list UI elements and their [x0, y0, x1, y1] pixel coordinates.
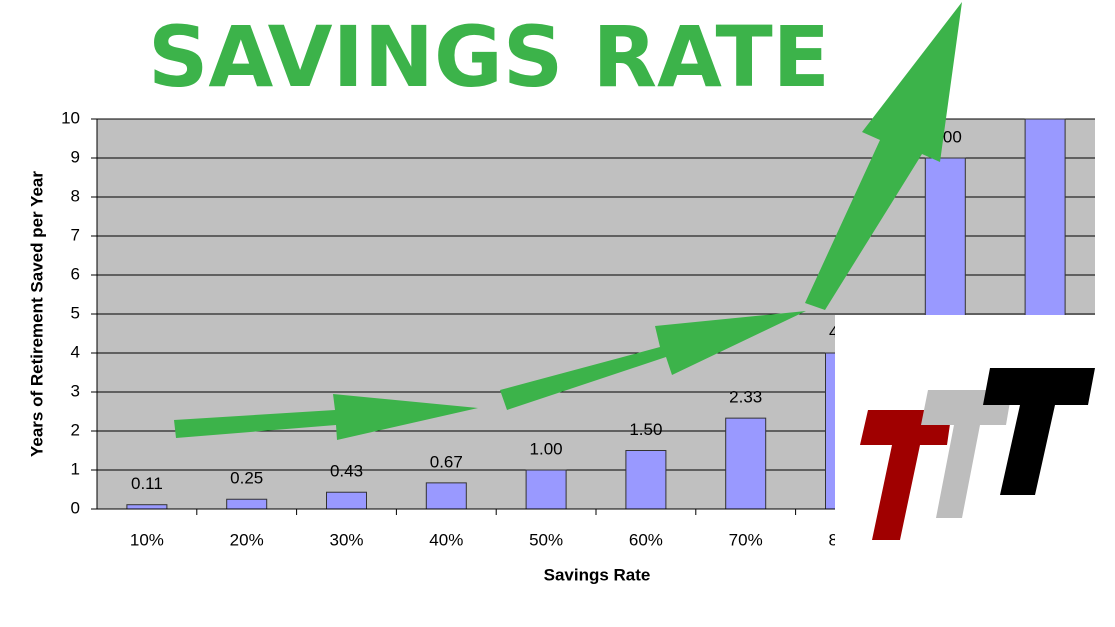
y-tick-label: 4 — [71, 342, 80, 361]
value-label: 0.67 — [430, 452, 463, 471]
y-tick-label: 0 — [71, 498, 80, 517]
y-tick-label: 6 — [71, 264, 80, 283]
bar — [326, 491, 367, 510]
y-tick-label: 9 — [71, 147, 80, 166]
logo-letter — [983, 368, 1095, 495]
y-tick-label: 8 — [71, 186, 80, 205]
y-tick-label: 1 — [71, 459, 80, 478]
x-tick-label: 30% — [329, 530, 363, 549]
y-axis-title: Years of Retirement Saved per Year — [27, 171, 46, 457]
bar — [725, 417, 767, 510]
logo-letter — [921, 390, 1012, 518]
bar — [226, 498, 268, 510]
x-tick-label: 10% — [130, 530, 164, 549]
bar — [425, 482, 467, 510]
chart-title: SAVINGS RATE — [148, 8, 830, 106]
x-tick-label: 50% — [529, 530, 563, 549]
logo-letter — [860, 410, 952, 540]
trend-arrow — [174, 2, 962, 440]
value-label: 1.00 — [530, 439, 563, 458]
x-tick-label: 70% — [729, 530, 763, 549]
bar — [625, 450, 667, 510]
value-label: 2.33 — [729, 388, 762, 407]
x-tick-label: 60% — [629, 530, 663, 549]
y-tick-label: 7 — [71, 225, 80, 244]
arrow-segment — [500, 311, 806, 410]
bar — [525, 469, 567, 510]
x-tick-label: 40% — [429, 530, 463, 549]
arrow-segment — [805, 2, 962, 310]
x-axis-title: Savings Rate — [544, 565, 651, 584]
y-tick-label: 10 — [61, 108, 80, 127]
logo-background — [835, 315, 1115, 627]
y-tick-label: 3 — [71, 381, 80, 400]
y-tick-label: 2 — [71, 420, 80, 439]
value-label: 0.11 — [131, 474, 163, 493]
x-tick-label: 20% — [230, 530, 264, 549]
value-label: 0.25 — [230, 469, 263, 488]
logo — [835, 315, 1115, 627]
arrow-segment — [174, 394, 478, 440]
bar — [126, 504, 168, 510]
y-tick-label: 5 — [71, 303, 80, 322]
value-label: 1.50 — [629, 420, 662, 439]
value-label: 0.43 — [330, 462, 363, 481]
